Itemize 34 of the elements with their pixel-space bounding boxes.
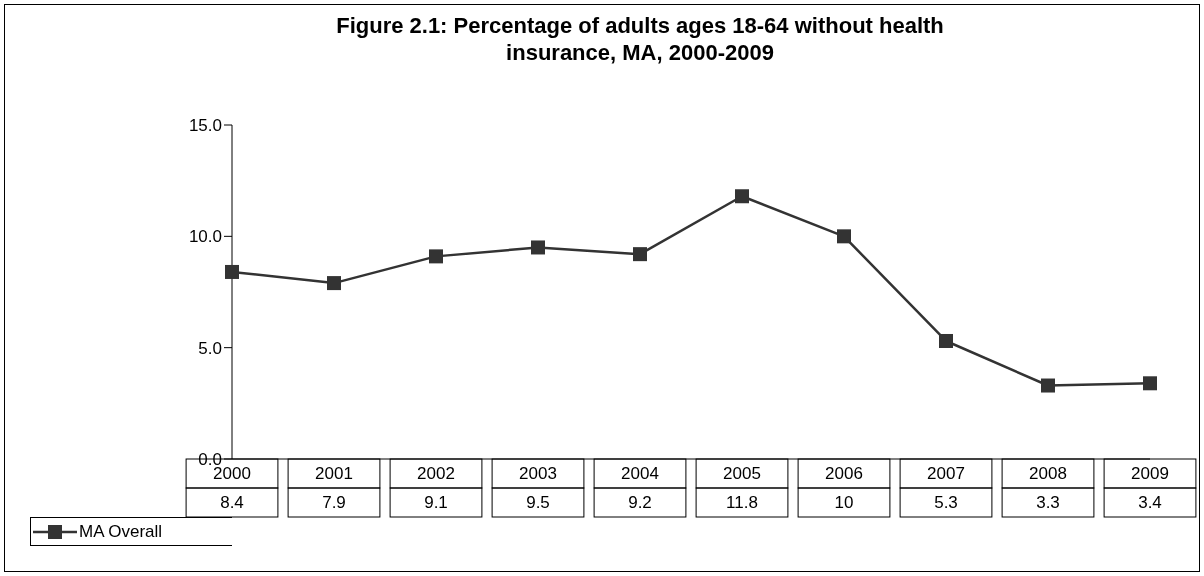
x-tick-label: 2002 (417, 464, 455, 483)
point (225, 264, 239, 279)
point (939, 333, 953, 348)
data-label: 11.8 (726, 493, 758, 512)
data-label: 3.4 (1138, 493, 1162, 512)
data-label: 5.3 (934, 493, 958, 512)
x-tick-label: 2005 (723, 464, 761, 483)
point (735, 189, 749, 204)
x-tick-label: 2007 (927, 464, 965, 483)
x-tick-label: 2003 (519, 464, 557, 483)
point (837, 229, 851, 244)
data-label: 3.3 (1036, 493, 1060, 512)
data-label: 9.1 (424, 493, 448, 512)
point (633, 247, 647, 262)
point (327, 276, 341, 291)
point (1041, 378, 1055, 393)
x-tick-label: 2009 (1131, 464, 1169, 483)
data-label: 7.9 (322, 493, 346, 512)
chart-title: Figure 2.1: Percentage of adults ages 18-64 without health insurance, MA, 2000-2009 (335, 12, 945, 66)
y-tick-label: 10.0 (188, 227, 222, 247)
legend-label: MA Overall (79, 521, 163, 542)
y-tick-label: 15.0 (188, 116, 222, 136)
data-label: 10 (834, 493, 854, 512)
point (429, 249, 443, 264)
data-label: 8.4 (220, 493, 244, 512)
point (531, 240, 545, 255)
data-label: 9.5 (526, 493, 550, 512)
x-tick-label: 2004 (621, 464, 659, 483)
x-tick-label: 2008 (1029, 464, 1067, 483)
data-label: 9.2 (628, 493, 652, 512)
x-tick-label: 2006 (825, 464, 863, 483)
point (1143, 376, 1157, 391)
y-tick-label: 5.0 (198, 338, 222, 358)
x-tick-label: 2001 (315, 464, 353, 483)
